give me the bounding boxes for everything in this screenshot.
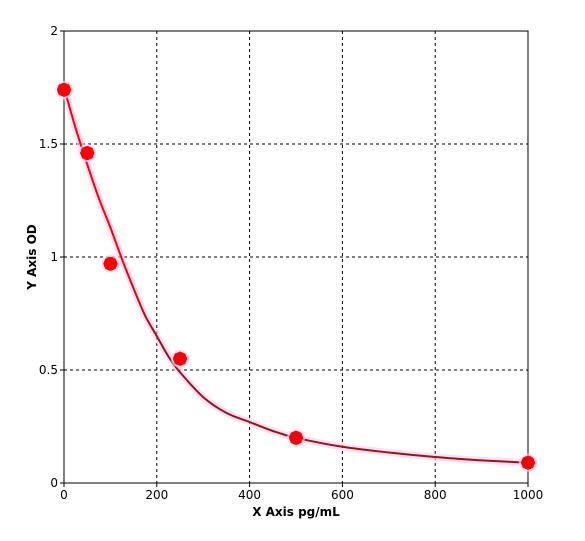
data-point — [287, 428, 305, 447]
x-tick-label-200: 200 — [145, 488, 168, 502]
y-tick-label-3: 1.5 — [39, 137, 58, 151]
data-point — [519, 453, 537, 472]
x-axis-title: X Axis pg/mL — [252, 505, 340, 519]
y-tick-label-4: 2 — [50, 24, 58, 38]
x-tick-label-1000: 1000 — [513, 488, 544, 502]
x-axis-ticks: 0 200 400 600 800 1000 — [60, 483, 543, 502]
x-tick-label-600: 600 — [331, 488, 354, 502]
data-point — [171, 349, 189, 368]
data-point — [78, 144, 97, 163]
x-tick-label-400: 400 — [238, 488, 261, 502]
data-point — [101, 254, 120, 273]
y-axis-ticks: 0 0.5 1 1.5 2 — [39, 24, 64, 490]
x-tick-label-0: 0 — [60, 488, 68, 502]
x-tick-label-800: 800 — [424, 488, 447, 502]
y-tick-label-0: 0 — [50, 476, 58, 490]
y-tick-label-2: 1 — [50, 250, 58, 264]
fit-curve-layer — [60, 86, 529, 467]
y-tick-label-1: 0.5 — [39, 363, 58, 377]
grid — [64, 31, 528, 483]
data-point — [55, 80, 73, 99]
data-points-layer — [55, 80, 537, 472]
y-axis-title: Y Axis OD — [25, 224, 39, 291]
fit-curve — [63, 87, 529, 464]
